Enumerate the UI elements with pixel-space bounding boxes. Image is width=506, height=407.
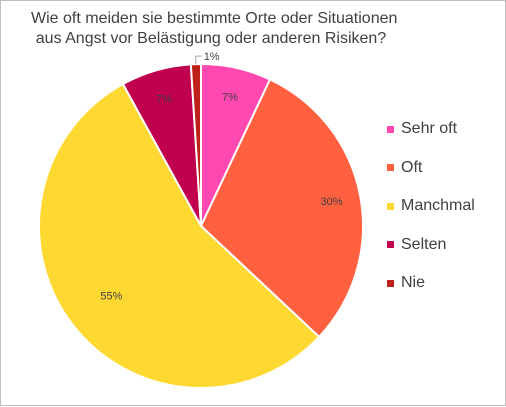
legend-item-manchmal: Manchmal bbox=[387, 196, 475, 216]
legend-label-manchmal: Manchmal bbox=[401, 197, 475, 214]
legend-item-oft: Oft bbox=[387, 158, 475, 178]
chart-title: Wie oft meiden sie bestimmte Orte oder S… bbox=[31, 9, 398, 49]
legend-swatch-manchmal bbox=[387, 202, 394, 210]
chart-title-line-2: aus Angst vor Belästigung oder anderen R… bbox=[35, 30, 387, 47]
data-label-nie: 1% bbox=[204, 51, 220, 63]
legend-item-nie: Nie bbox=[387, 273, 475, 293]
pie-slice-manchmal bbox=[38, 82, 321, 389]
data-label-sehr-oft: 7% bbox=[222, 91, 238, 103]
legend-swatch-selten bbox=[387, 241, 394, 248]
legend-item-sehr-oft: Sehr oft bbox=[387, 119, 475, 139]
chart-title-line-1: Wie oft meiden sie bestimmte Orte oder S… bbox=[31, 10, 398, 27]
data-label-manchmal: 55% bbox=[100, 291, 122, 303]
legend-label-selten: Selten bbox=[401, 235, 447, 253]
leader-line-nie bbox=[195, 55, 202, 65]
data-label-oft: 30% bbox=[320, 196, 342, 208]
legend-label-oft: Oft bbox=[401, 158, 423, 176]
legend-swatch-sehr-oft bbox=[387, 125, 394, 133]
legend-swatch-oft bbox=[387, 164, 394, 171]
pie-slice-oft bbox=[199, 78, 364, 339]
legend-label-nie: Nie bbox=[401, 274, 426, 291]
data-label-selten: 7% bbox=[156, 93, 172, 105]
legend-swatch-nie bbox=[387, 279, 394, 287]
legend-item-selten: Selten bbox=[387, 235, 475, 255]
legend: Sehr oft Oft Manchmal Selten Nie bbox=[387, 119, 475, 312]
legend-label-sehr-oft: Sehr oft bbox=[401, 120, 458, 137]
